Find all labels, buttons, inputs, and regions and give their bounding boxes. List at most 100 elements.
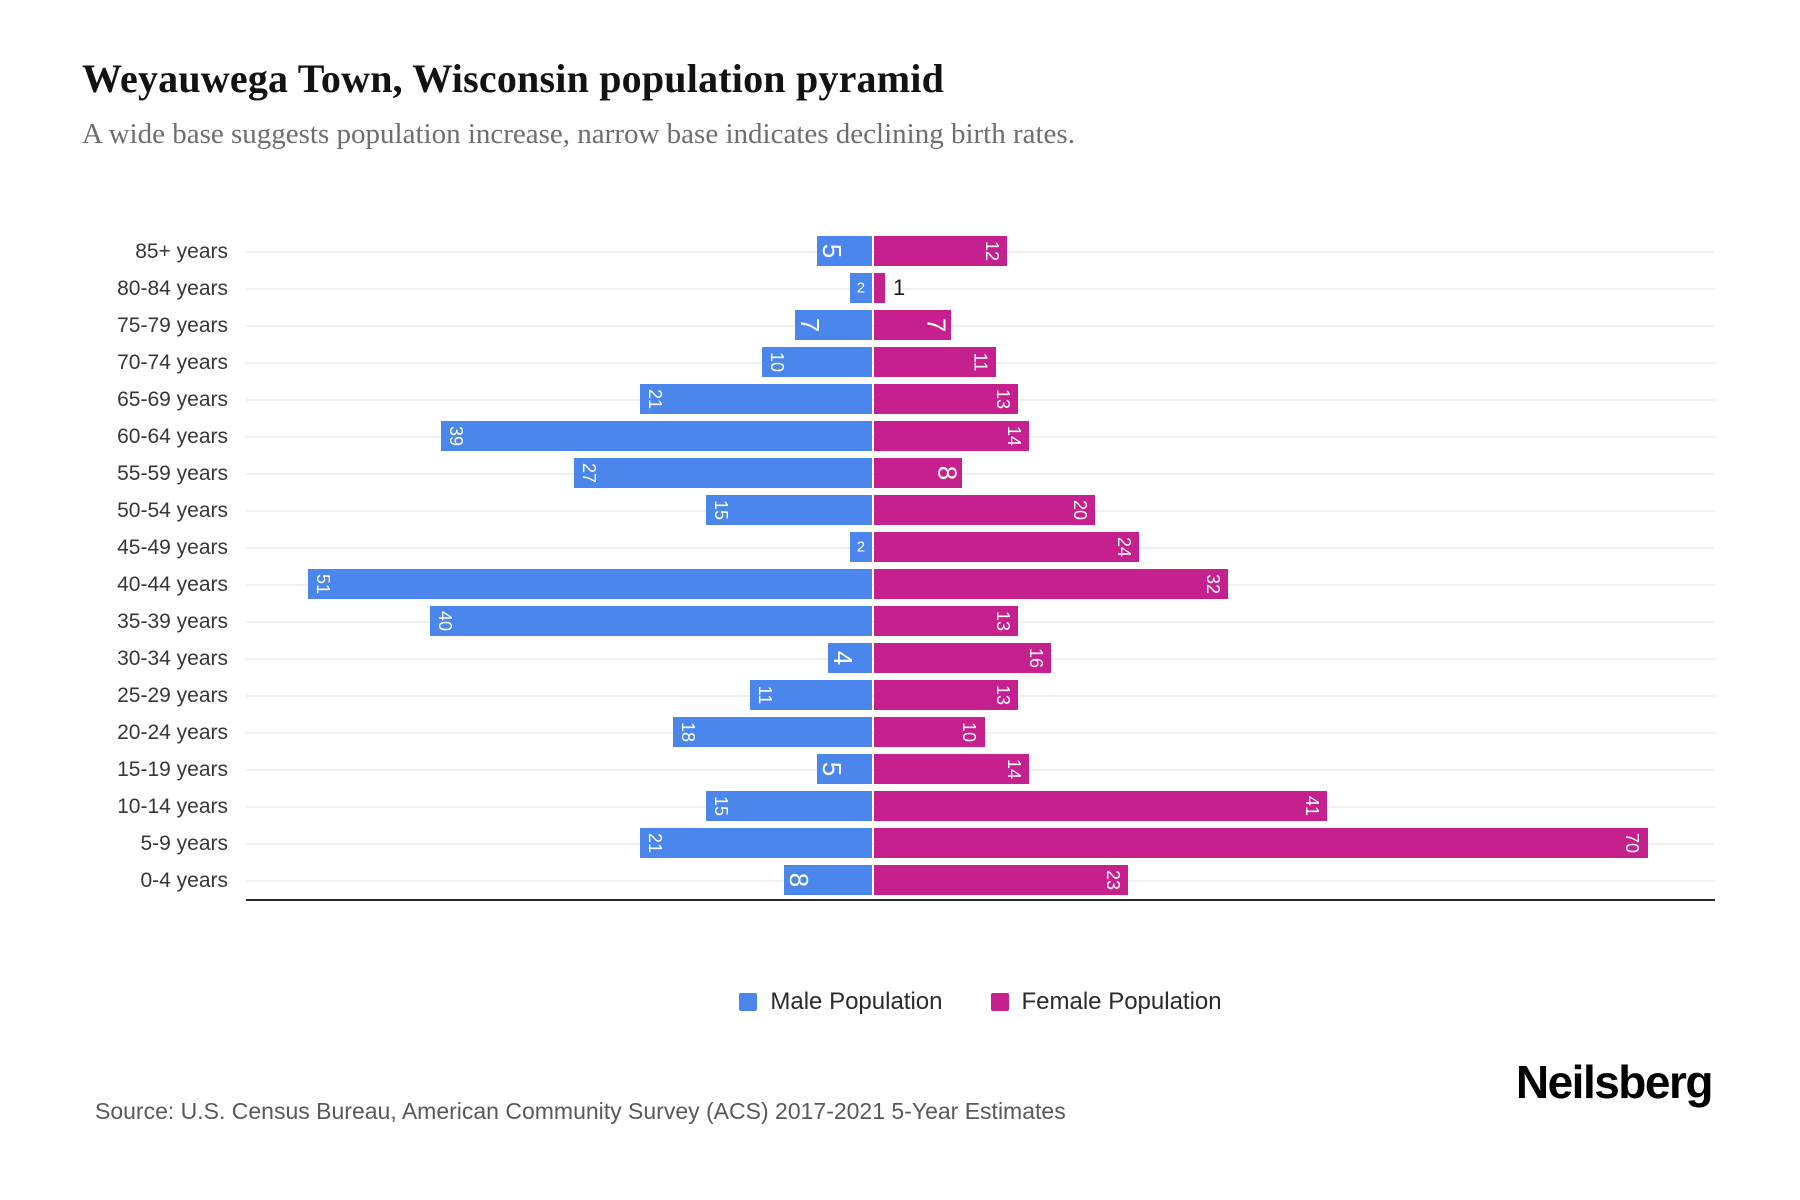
chart-legend: Male Population Female Population (246, 988, 1715, 1016)
male-bar: 2 (849, 532, 872, 562)
pyramid-row: 30-34 years 4 16 (82, 640, 1715, 677)
male-bar: 15 (706, 791, 872, 821)
female-bar-value: 7 (921, 317, 952, 333)
row-plot-area: 2 24 (246, 529, 1715, 566)
female-bar: 20 (874, 495, 1095, 525)
row-plot-area: 51 32 (246, 566, 1715, 603)
age-group-label: 45-49 years (117, 535, 228, 559)
male-bar-value: 7 (794, 317, 825, 333)
row-plot-area: 21 70 (246, 825, 1715, 862)
female-bar: 14 (874, 754, 1029, 784)
male-bar-value: 18 (678, 721, 699, 743)
female-bar-value: 23 (1103, 869, 1124, 891)
age-group-label: 60-64 years (117, 424, 228, 448)
pyramid-row: 35-39 years 40 13 (82, 603, 1715, 640)
male-bar: 8 (783, 865, 872, 895)
male-bar: 5 (816, 754, 872, 784)
row-plot-area: 10 11 (246, 344, 1715, 381)
female-bar-value: 11 (970, 352, 991, 372)
pyramid-row: 25-29 years 11 13 (82, 677, 1715, 714)
row-plot-area: 11 13 (246, 677, 1715, 714)
pyramid-row: 65-69 years 21 13 (82, 381, 1715, 418)
female-bar: 12 (874, 236, 1007, 266)
male-bar-value: 5 (816, 243, 847, 259)
male-bar: 4 (827, 643, 872, 673)
pyramid-rows: 85+ years 5 12 80-84 years 2 1 75-79 years 7 7 70… (82, 233, 1715, 899)
male-bar-value: 4 (827, 650, 858, 666)
age-group-label: 30-34 years (117, 646, 228, 670)
male-bar: 10 (761, 347, 872, 377)
female-bar: 10 (874, 717, 985, 747)
row-plot-area: 15 20 (246, 492, 1715, 529)
male-bar: 7 (794, 310, 872, 340)
age-group-label: 15-19 years (117, 757, 228, 781)
age-group-label: 10-14 years (117, 794, 228, 818)
male-legend-swatch (739, 993, 758, 1011)
female-bar: 8 (874, 458, 963, 488)
row-plot-area: 18 10 (246, 714, 1715, 751)
female-bar-value: 8 (932, 465, 963, 481)
female-bar: 16 (874, 643, 1051, 673)
legend-item-female[interactable]: Female Population (990, 988, 1222, 1016)
male-bar: 5 (816, 236, 872, 266)
female-bar-value: 20 (1070, 499, 1090, 521)
male-bar: 18 (673, 717, 872, 747)
row-plot-area: 39 14 (246, 418, 1715, 455)
row-plot-area: 5 14 (246, 751, 1715, 788)
pyramid-row: 40-44 years 51 32 (82, 566, 1715, 603)
male-bar: 21 (639, 384, 872, 414)
male-bar: 21 (639, 828, 872, 858)
source-attribution: Source: U.S. Census Bureau, American Com… (95, 1098, 1066, 1124)
female-bar: 13 (874, 384, 1018, 414)
female-bar-value: 13 (992, 684, 1013, 706)
female-bar: 7 (874, 310, 952, 340)
male-bar: 40 (430, 606, 872, 636)
male-bar-value: 5 (816, 761, 847, 777)
age-group-label: 80-84 years (117, 276, 228, 300)
gridline (246, 472, 1715, 475)
male-bar-value: 40 (435, 610, 455, 632)
female-bar-value: 24 (1114, 536, 1135, 558)
age-group-label: 40-44 years (117, 572, 228, 596)
male-bar-value: 2 (856, 279, 866, 297)
pyramid-row: 50-54 years 15 20 (82, 492, 1715, 529)
age-group-label: 65-69 years (117, 387, 228, 411)
male-bar: 51 (308, 569, 872, 599)
pyramid-row: 85+ years 5 12 (82, 233, 1715, 270)
female-bar-value: 41 (1302, 795, 1323, 817)
male-bar: 27 (573, 458, 872, 488)
age-group-label: 55-59 years (117, 461, 228, 485)
row-plot-area: 27 8 (246, 455, 1715, 492)
age-group-label: 0-4 years (140, 868, 228, 892)
age-group-label: 25-29 years (117, 683, 228, 707)
legend-item-male[interactable]: Male Population (739, 988, 943, 1016)
age-group-label: 20-24 years (117, 720, 228, 744)
female-legend-label: Female Population (1021, 988, 1222, 1015)
female-bar-value: 14 (1003, 425, 1024, 447)
pyramid-row: 80-84 years 2 1 (82, 270, 1715, 307)
female-bar-value: 1 (893, 275, 906, 300)
male-bar-value: 21 (644, 388, 665, 410)
age-group-label: 85+ years (135, 239, 228, 263)
male-bar-value: 11 (755, 685, 776, 705)
female-bar: 41 (874, 791, 1328, 821)
male-bar-value: 21 (644, 832, 665, 854)
gridline (246, 324, 1715, 327)
population-pyramid-chart: 85+ years 5 12 80-84 years 2 1 75-79 years 7 7 70… (82, 233, 1715, 901)
female-bar-value: 14 (1003, 758, 1024, 780)
male-bar-value: 27 (578, 462, 599, 484)
pyramid-row: 15-19 years 5 14 (82, 751, 1715, 788)
x-axis-line (246, 899, 1715, 901)
male-bar-value: 10 (766, 351, 787, 373)
female-bar: 11 (874, 347, 996, 377)
row-plot-area: 15 41 (246, 788, 1715, 825)
page-subtitle: A wide base suggests population increase… (82, 118, 1075, 150)
row-plot-area: 4 16 (246, 640, 1715, 677)
male-bar-value: 51 (313, 573, 334, 595)
row-plot-area: 5 12 (246, 233, 1715, 270)
age-group-label: 5-9 years (140, 831, 228, 855)
gridline (246, 287, 1715, 290)
